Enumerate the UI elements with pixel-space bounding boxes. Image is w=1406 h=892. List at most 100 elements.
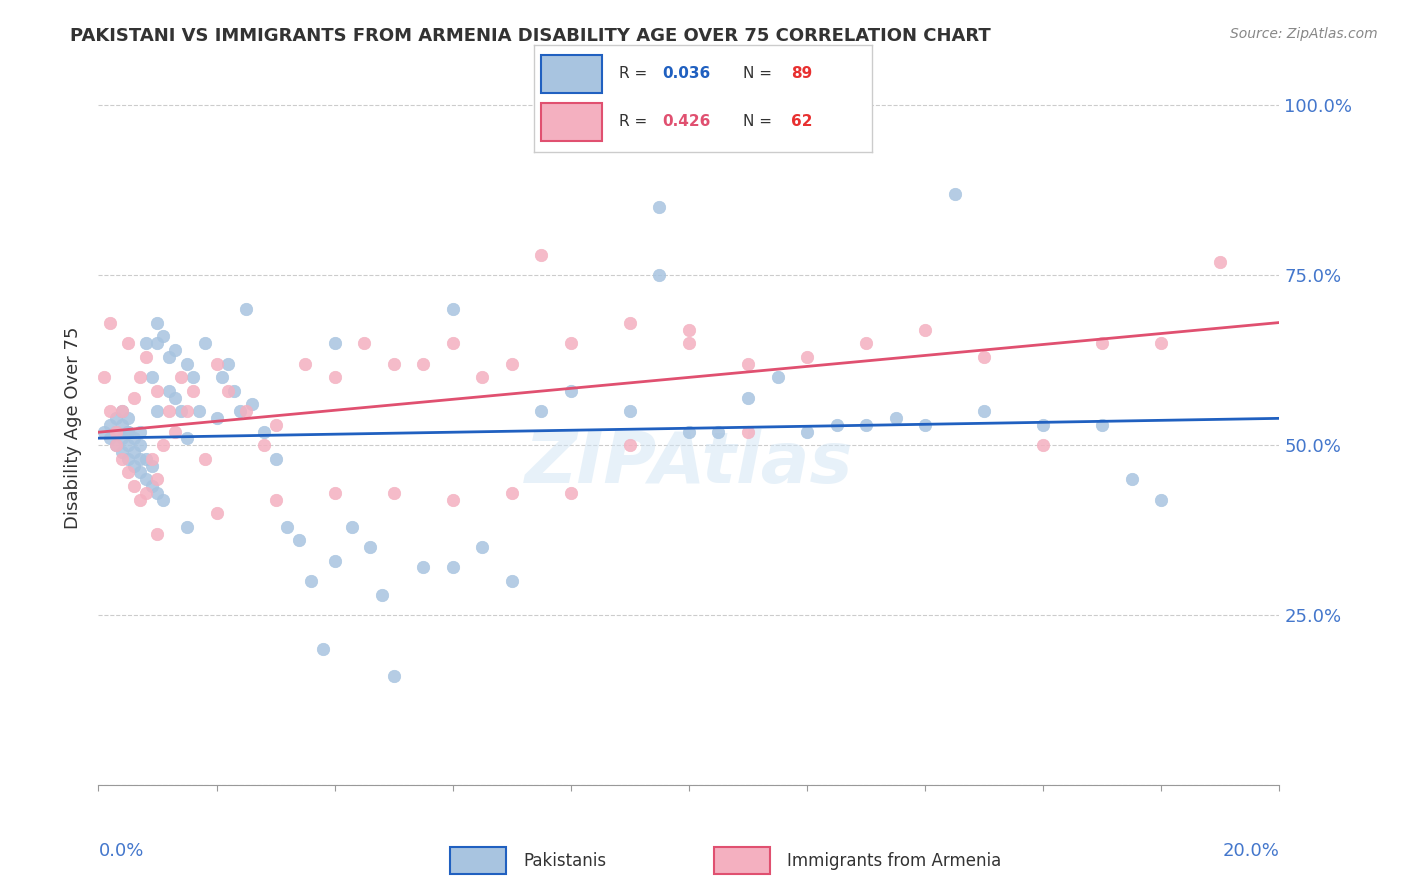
Point	[264, 417, 287, 432]
Point	[619, 316, 641, 330]
Point	[766, 370, 789, 384]
Point	[135, 451, 157, 466]
Point	[914, 417, 936, 432]
Point	[194, 451, 217, 466]
Point	[117, 425, 139, 439]
Point	[914, 323, 936, 337]
Point	[353, 336, 375, 351]
Text: 0.426: 0.426	[662, 114, 711, 129]
Point	[276, 519, 298, 533]
Point	[299, 574, 322, 588]
Point	[165, 425, 187, 439]
Point	[737, 357, 759, 371]
Point	[441, 492, 464, 507]
Point	[141, 458, 163, 473]
Point	[530, 404, 553, 418]
Point	[152, 438, 174, 452]
Point	[678, 323, 700, 337]
Point	[855, 417, 877, 432]
Point	[181, 384, 204, 398]
Point	[619, 438, 641, 452]
Text: Pakistanis: Pakistanis	[523, 852, 606, 870]
Point	[1209, 254, 1232, 268]
Point	[648, 200, 671, 214]
Point	[105, 425, 128, 439]
Point	[176, 519, 198, 533]
Point	[560, 336, 582, 351]
Point	[128, 370, 150, 384]
Y-axis label: Disability Age Over 75: Disability Age Over 75	[65, 326, 83, 530]
Point	[1032, 438, 1054, 452]
Point	[98, 431, 121, 445]
Point	[678, 336, 700, 351]
Point	[382, 669, 405, 683]
Point	[128, 451, 150, 466]
Point	[152, 492, 174, 507]
Point	[1032, 417, 1054, 432]
Point	[146, 526, 169, 541]
Text: R =: R =	[619, 114, 652, 129]
Text: Source: ZipAtlas.com: Source: ZipAtlas.com	[1230, 27, 1378, 41]
Point	[1150, 492, 1173, 507]
Point	[146, 336, 169, 351]
Point	[146, 485, 169, 500]
Point	[359, 540, 381, 554]
Point	[141, 370, 163, 384]
Point	[205, 411, 228, 425]
Point	[342, 519, 364, 533]
Point	[146, 384, 169, 398]
Point	[98, 316, 121, 330]
Point	[371, 588, 394, 602]
Point	[264, 492, 287, 507]
Text: N =: N =	[744, 114, 778, 129]
Point	[412, 560, 434, 574]
Point	[312, 642, 335, 657]
Point	[211, 370, 233, 384]
Point	[501, 357, 523, 371]
Point	[943, 186, 966, 201]
Point	[530, 248, 553, 262]
Point	[117, 466, 139, 480]
Point	[323, 554, 346, 568]
Point	[217, 384, 239, 398]
Point	[146, 472, 169, 486]
Point	[122, 431, 145, 445]
Point	[855, 336, 877, 351]
Point	[146, 316, 169, 330]
Point	[117, 336, 139, 351]
Text: 0.0%: 0.0%	[98, 842, 143, 860]
Point	[796, 350, 818, 364]
Point	[501, 485, 523, 500]
Point	[128, 425, 150, 439]
Point	[323, 336, 346, 351]
Point	[884, 411, 907, 425]
Point	[323, 370, 346, 384]
Point	[648, 268, 671, 283]
Point	[560, 384, 582, 398]
Text: 20.0%: 20.0%	[1223, 842, 1279, 860]
Point	[165, 391, 187, 405]
Point	[135, 472, 157, 486]
Point	[737, 391, 759, 405]
Point	[224, 384, 246, 398]
Point	[111, 445, 134, 459]
Point	[135, 350, 157, 364]
Point	[122, 391, 145, 405]
Point	[194, 336, 217, 351]
Point	[253, 438, 276, 452]
Point	[205, 357, 228, 371]
Point	[796, 425, 818, 439]
Point	[240, 397, 263, 411]
Point	[93, 425, 115, 439]
Point	[187, 404, 209, 418]
Point	[157, 384, 180, 398]
Point	[128, 466, 150, 480]
Point	[181, 370, 204, 384]
Point	[135, 485, 157, 500]
Point	[122, 479, 145, 493]
Point	[117, 451, 139, 466]
Text: 62: 62	[790, 114, 813, 129]
Point	[141, 479, 163, 493]
Point	[1150, 336, 1173, 351]
Text: 0.036: 0.036	[662, 66, 711, 81]
